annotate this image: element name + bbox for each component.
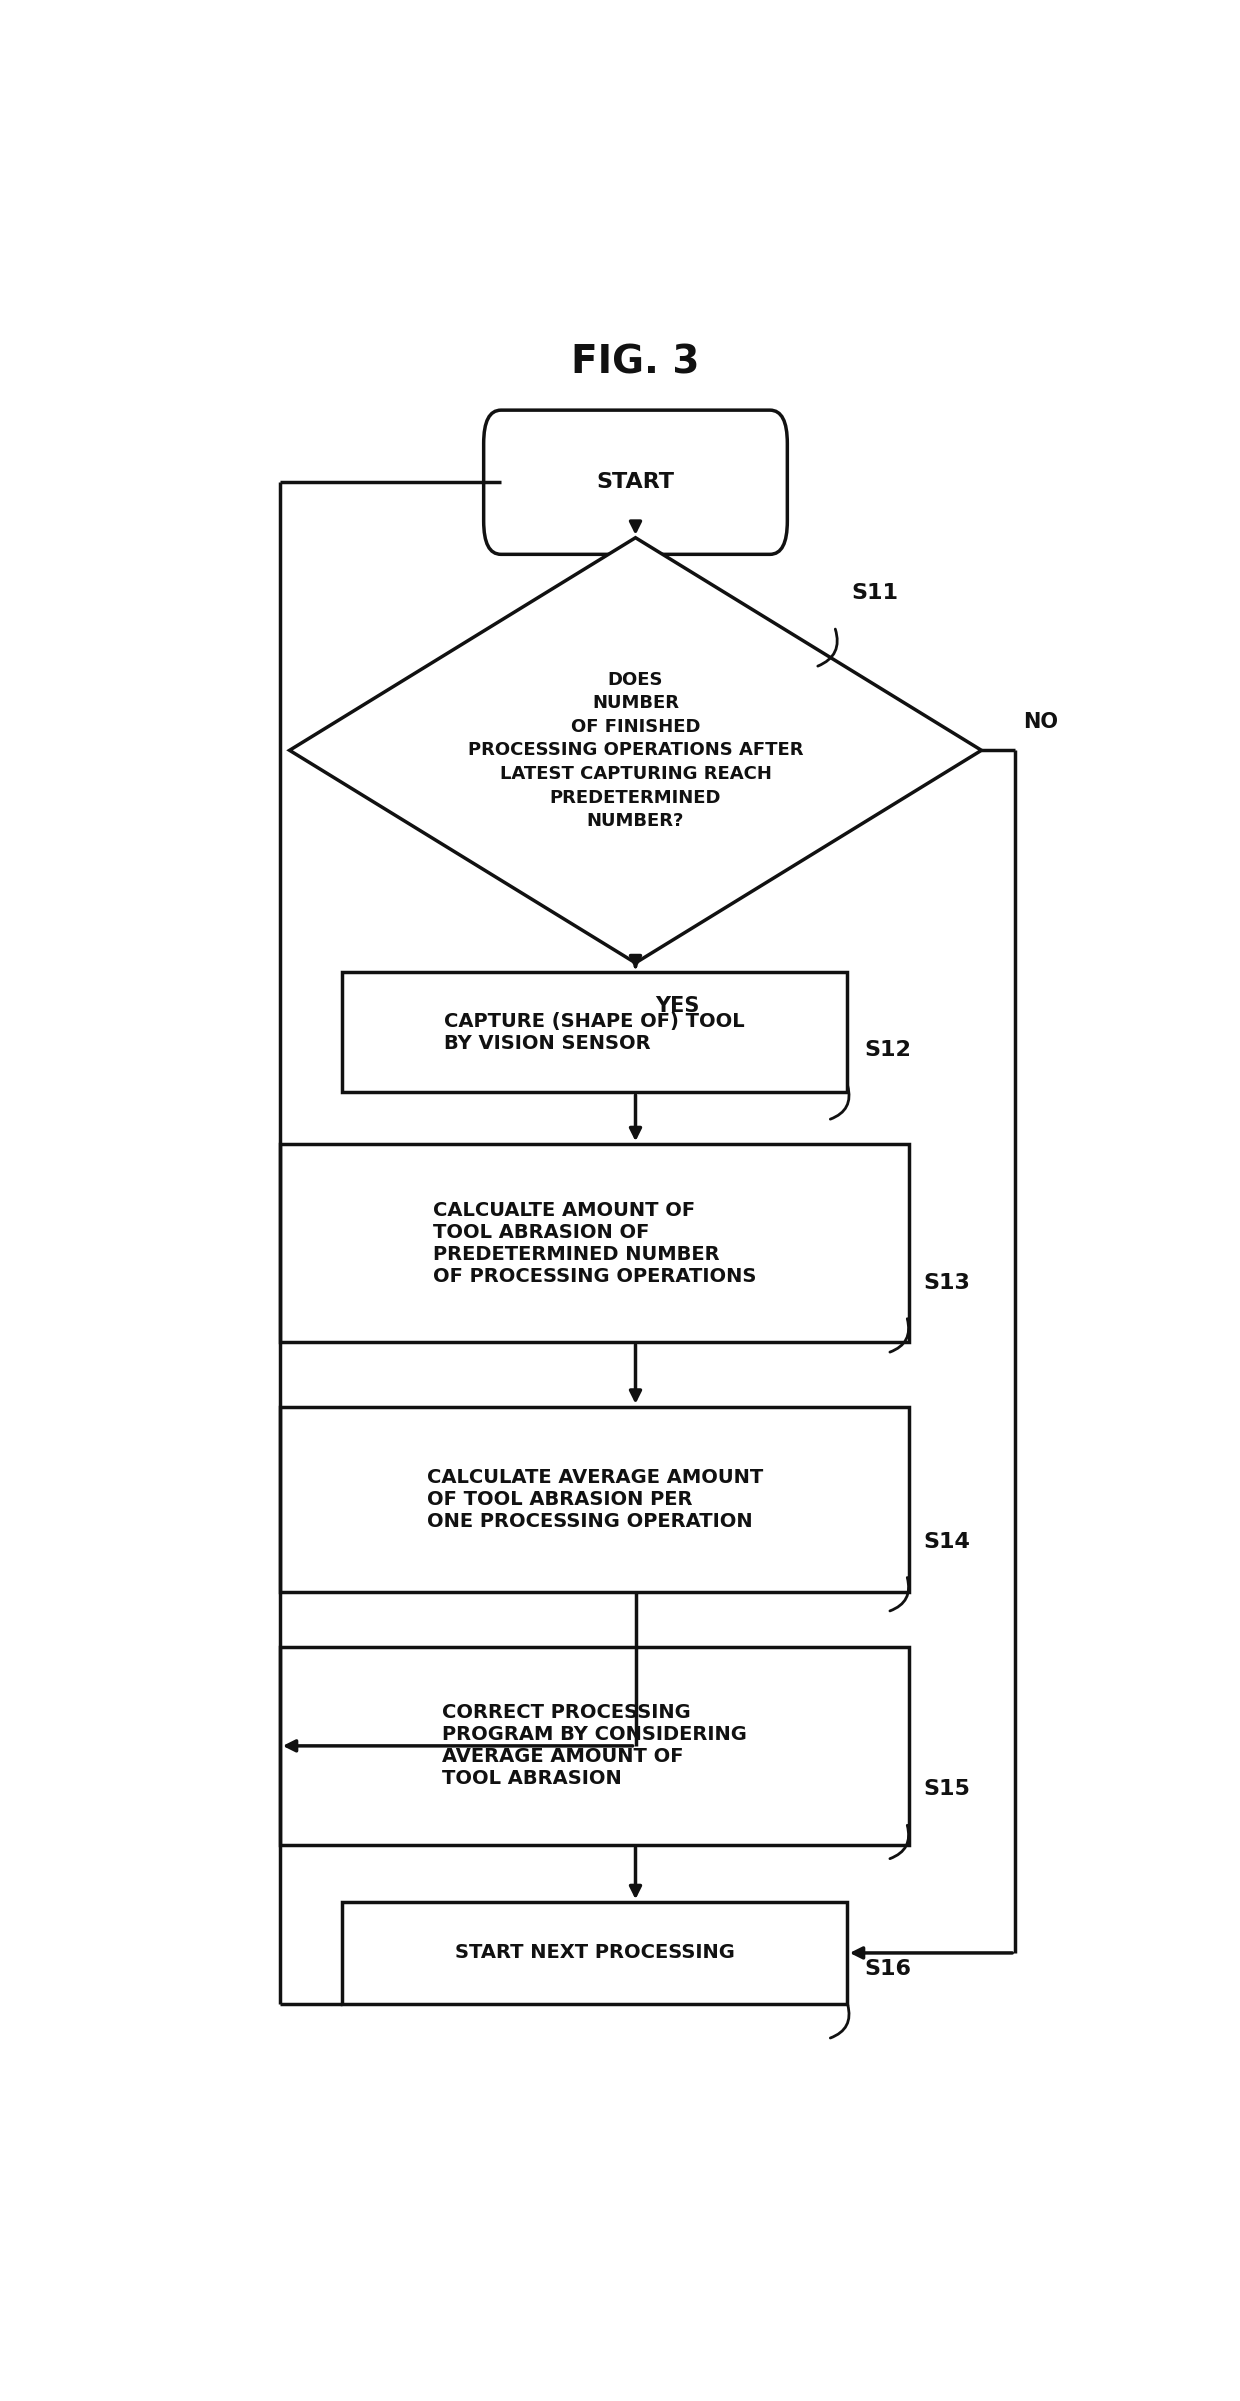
Text: S14: S14 <box>924 1532 971 1551</box>
Text: NO: NO <box>1023 711 1058 732</box>
Text: S11: S11 <box>852 583 899 603</box>
Text: S16: S16 <box>864 1959 911 1978</box>
Bar <box>280 1647 909 1844</box>
Bar <box>280 1407 909 1592</box>
Text: CAPTURE (SHAPE OF) TOOL
BY VISION SENSOR: CAPTURE (SHAPE OF) TOOL BY VISION SENSOR <box>444 1011 745 1052</box>
Text: S12: S12 <box>864 1040 911 1059</box>
Bar <box>342 972 847 1092</box>
Text: START: START <box>596 473 675 492</box>
Bar <box>342 1902 847 2005</box>
Text: S13: S13 <box>924 1273 971 1292</box>
Polygon shape <box>290 538 982 963</box>
Text: CALCULATE AVERAGE AMOUNT
OF TOOL ABRASION PER
ONE PROCESSING OPERATION: CALCULATE AVERAGE AMOUNT OF TOOL ABRASIO… <box>427 1467 763 1529</box>
Text: S15: S15 <box>924 1779 971 1798</box>
Text: START NEXT PROCESSING: START NEXT PROCESSING <box>455 1942 734 1962</box>
Text: CORRECT PROCESSING
PROGRAM BY CONSIDERING
AVERAGE AMOUNT OF
TOOL ABRASION: CORRECT PROCESSING PROGRAM BY CONSIDERIN… <box>443 1702 746 1789</box>
Text: YES: YES <box>655 996 699 1016</box>
Text: FIG. 3: FIG. 3 <box>572 343 699 382</box>
FancyBboxPatch shape <box>484 411 787 555</box>
Text: DOES
NUMBER
OF FINISHED
PROCESSING OPERATIONS AFTER
LATEST CAPTURING REACH
PREDE: DOES NUMBER OF FINISHED PROCESSING OPERA… <box>467 670 804 831</box>
Text: CALCUALTE AMOUNT OF
TOOL ABRASION OF
PREDETERMINED NUMBER
OF PROCESSING OPERATIO: CALCUALTE AMOUNT OF TOOL ABRASION OF PRE… <box>433 1200 756 1285</box>
Bar <box>280 1145 909 1342</box>
